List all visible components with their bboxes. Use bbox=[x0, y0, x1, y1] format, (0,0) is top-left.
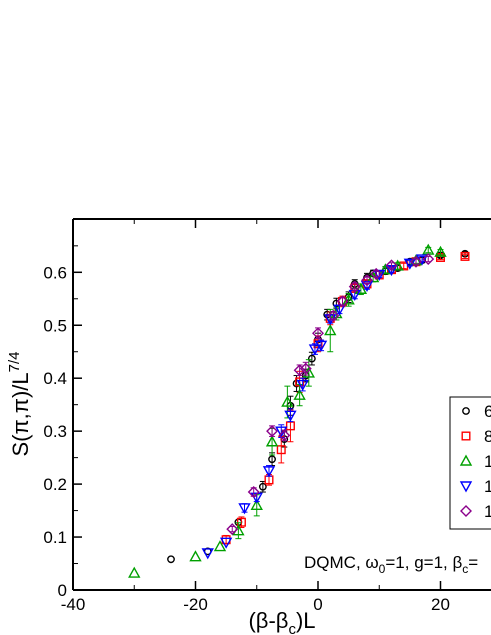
y-tick-label: 0.4 bbox=[43, 369, 67, 388]
legend-marker bbox=[461, 431, 471, 441]
series-circle bbox=[167, 249, 469, 564]
data-point bbox=[278, 429, 291, 442]
data-point bbox=[276, 445, 286, 455]
legend-label: 6 bbox=[484, 402, 491, 421]
data-point bbox=[361, 274, 373, 287]
data-point bbox=[312, 327, 324, 340]
data-point bbox=[189, 550, 202, 562]
data-point bbox=[258, 482, 267, 491]
legend-label: 1 bbox=[484, 452, 491, 471]
annotation-parameters: DQMC, ω0=1, g=1, βc= bbox=[304, 553, 478, 576]
x-tick-label: 0 bbox=[313, 595, 322, 614]
annotation-sub-beta: c bbox=[462, 562, 468, 576]
data-point bbox=[293, 388, 306, 400]
x-tick-label: -20 bbox=[183, 595, 208, 614]
x-axis-label-tail: )L bbox=[296, 608, 316, 633]
data-point bbox=[324, 324, 337, 336]
data-point bbox=[296, 379, 309, 391]
plot-frame bbox=[72, 218, 491, 591]
data-point bbox=[348, 280, 361, 293]
data-point bbox=[236, 517, 246, 527]
data-point bbox=[327, 309, 340, 322]
annotation-mid: =1, g=1, β bbox=[385, 553, 462, 572]
y-axis-label: S(π,π)/L7/4 bbox=[6, 351, 33, 456]
data-point bbox=[167, 555, 175, 564]
x-tick-label: -40 bbox=[61, 595, 86, 614]
data-point bbox=[410, 255, 422, 268]
series-diamond bbox=[226, 253, 435, 536]
data-point bbox=[385, 259, 398, 272]
x-axis-label-main: (β-β bbox=[248, 608, 288, 633]
legend-entries: 6 8 1 1 1 bbox=[459, 402, 491, 521]
x-tick-label: 20 bbox=[431, 595, 450, 614]
data-point bbox=[238, 503, 251, 515]
y-axis-label-main: S(π,π)/L bbox=[8, 372, 33, 456]
y-tick-label: 0.5 bbox=[43, 316, 67, 335]
annotation-main: DQMC, ω bbox=[304, 553, 379, 572]
data-point bbox=[268, 455, 276, 464]
legend-marker bbox=[462, 407, 470, 415]
data-point bbox=[284, 410, 297, 422]
data-point bbox=[128, 566, 141, 578]
legend-marker bbox=[459, 454, 473, 466]
y-tick-label: 0.2 bbox=[43, 475, 67, 494]
data-point bbox=[250, 498, 263, 510]
data-point bbox=[434, 245, 447, 257]
y-tick-label: 0.1 bbox=[43, 528, 67, 547]
y-axis-label-exponent: 7/4 bbox=[6, 351, 23, 372]
legend-label: 1 bbox=[484, 502, 491, 521]
axis-ticks bbox=[72, 219, 442, 591]
data-point bbox=[370, 267, 383, 280]
annotation-sub-omega: 0 bbox=[379, 562, 386, 576]
data-point bbox=[373, 269, 386, 281]
data-point bbox=[308, 344, 322, 356]
data-point bbox=[247, 486, 260, 499]
annotation-tail: = bbox=[468, 553, 478, 572]
legend-label: 8 bbox=[484, 427, 491, 446]
legend-label: 1 bbox=[484, 477, 491, 496]
data-point bbox=[262, 466, 276, 478]
data-point bbox=[336, 295, 349, 308]
tick-labels: -40 -20 0 20 0 0.1 0.2 0.3 0.4 0.5 0.6 bbox=[43, 263, 450, 614]
data-point bbox=[201, 548, 214, 560]
data-point bbox=[314, 340, 328, 352]
data-point bbox=[422, 253, 435, 266]
legend-marker bbox=[459, 481, 473, 493]
data-point bbox=[219, 537, 233, 549]
legend-marker bbox=[460, 505, 472, 517]
y-tick-label: 0.3 bbox=[43, 422, 67, 441]
data-point bbox=[266, 425, 279, 438]
data-point bbox=[265, 435, 279, 447]
series-triangle-down bbox=[201, 254, 429, 560]
x-axis-label-sub: c bbox=[288, 621, 296, 635]
data-point bbox=[281, 395, 294, 407]
data-marks bbox=[128, 243, 470, 578]
y-tick-label: 0 bbox=[58, 581, 67, 600]
data-point bbox=[213, 540, 227, 552]
data-point bbox=[333, 304, 346, 316]
legend: 6 8 1 1 1 bbox=[449, 396, 491, 530]
x-axis-label: (β-βc)L bbox=[248, 608, 315, 635]
data-point bbox=[226, 523, 239, 536]
y-tick-label: 0.6 bbox=[43, 263, 67, 282]
data-point bbox=[307, 354, 316, 363]
data-point bbox=[299, 362, 312, 375]
data-point bbox=[460, 251, 470, 261]
data-point bbox=[293, 364, 306, 377]
